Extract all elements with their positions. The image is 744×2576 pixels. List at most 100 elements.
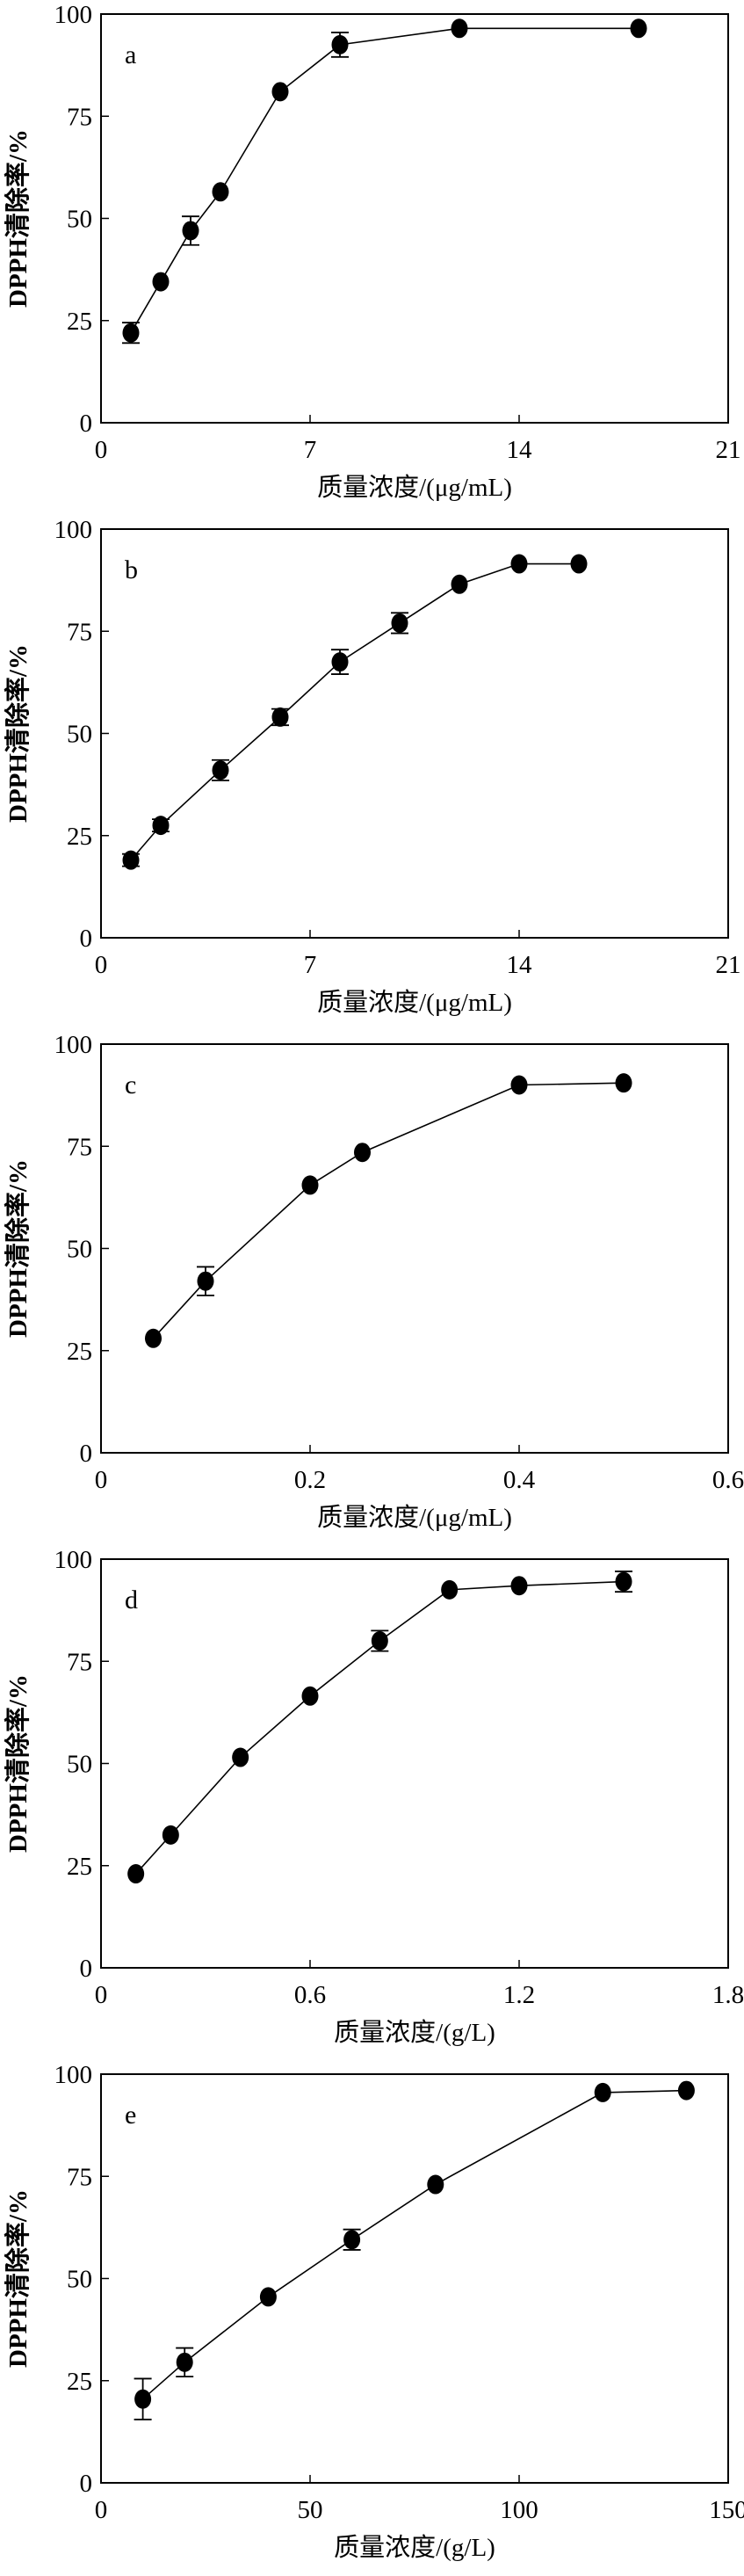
data-point	[152, 272, 170, 292]
y-tick-label: 0	[80, 2470, 93, 2498]
y-tick-label: 25	[67, 308, 92, 336]
y-tick-label: 0	[80, 1440, 93, 1468]
x-tick-label: 21	[716, 951, 741, 979]
x-tick-label: 0.6	[712, 1466, 744, 1494]
x-tick-label: 0.4	[503, 1466, 536, 1494]
plot-frame	[100, 1558, 729, 1969]
data-point	[127, 1864, 145, 1884]
data-point	[354, 1143, 371, 1163]
y-tick-label: 50	[67, 721, 92, 749]
plot-frame	[100, 2073, 729, 2484]
x-tick-label: 0.6	[294, 1981, 326, 2009]
panel-label: c	[125, 1070, 136, 1099]
data-point	[510, 1075, 528, 1095]
chart-panel-b: 0 25 50 75 100 0 7 14 21 质量浓度/(μg/mL) DPPH清除率/% b	[3, 516, 741, 1017]
data-point	[271, 707, 289, 727]
data-point	[594, 2082, 611, 2102]
data-point	[134, 2389, 152, 2409]
data-point	[176, 2352, 193, 2372]
y-tick-label: 0	[80, 1955, 93, 1983]
y-tick-label: 75	[67, 618, 92, 646]
x-tick-label: 0	[95, 951, 108, 979]
y-axis-title: DPPH清除率/%	[3, 1674, 33, 1853]
plot-frame	[100, 13, 729, 424]
x-axis-title: 质量浓度/(g/L)	[334, 2533, 495, 2562]
y-tick-label: 75	[67, 103, 92, 131]
data-point	[259, 2287, 277, 2307]
panel-label: b	[125, 555, 138, 584]
data-point	[371, 1631, 388, 1651]
y-tick-label: 25	[67, 823, 92, 851]
x-tick-label: 0	[95, 1981, 108, 2009]
series-line	[152, 1082, 625, 1339]
x-tick-label: 0	[95, 436, 108, 464]
data-point	[212, 182, 229, 202]
x-tick-label: 7	[304, 951, 317, 979]
x-tick-label: 7	[304, 436, 317, 464]
data-point	[301, 1175, 319, 1195]
data-point	[331, 34, 349, 54]
y-axis-title: DPPH清除率/%	[3, 1159, 33, 1338]
data-point	[451, 18, 468, 39]
series-line	[135, 1580, 625, 1875]
x-tick-label: 0.2	[294, 1466, 326, 1494]
chart-panel-a: 0 25 50 75 100 0 7 14 21 质量浓度/(μg/mL) DPPH清除率/% a	[3, 1, 741, 502]
x-tick-label: 14	[507, 951, 533, 979]
x-tick-label: 1.8	[712, 1981, 744, 2009]
y-tick-label: 75	[67, 2163, 92, 2191]
data-point	[510, 554, 528, 574]
y-tick-label: 100	[54, 2061, 93, 2089]
y-axis-title: DPPH清除率/%	[3, 129, 33, 308]
data-point	[510, 1576, 528, 1596]
y-tick-label: 25	[67, 1338, 92, 1366]
data-point	[630, 18, 647, 39]
data-point	[331, 652, 349, 672]
data-point	[232, 1747, 249, 1767]
series-line	[130, 562, 579, 861]
data-point	[427, 2174, 444, 2195]
panel-label: a	[125, 40, 136, 69]
data-point	[271, 82, 289, 102]
y-tick-label: 100	[54, 1, 93, 29]
data-point	[301, 1686, 319, 1706]
y-axis-title: DPPH清除率/%	[3, 644, 33, 823]
data-point	[197, 1271, 214, 1291]
y-tick-label: 50	[67, 1236, 92, 1264]
x-axis-title: 质量浓度/(μg/mL)	[317, 1503, 512, 1532]
x-tick-label: 0	[95, 2496, 108, 2524]
y-tick-label: 75	[67, 1133, 92, 1161]
data-point	[212, 760, 229, 780]
data-point	[570, 554, 588, 574]
y-tick-label: 50	[67, 1751, 92, 1779]
data-point	[162, 1825, 179, 1845]
y-tick-label: 100	[54, 1031, 93, 1059]
y-tick-label: 0	[80, 925, 93, 953]
data-point	[391, 613, 408, 633]
plot-frame	[100, 1043, 729, 1454]
y-tick-label: 0	[80, 410, 93, 438]
x-tick-label: 150	[709, 2496, 744, 2524]
y-tick-label: 75	[67, 1648, 92, 1676]
plot-frame	[100, 528, 729, 939]
data-point	[122, 850, 140, 870]
x-tick-label: 100	[500, 2496, 538, 2524]
y-tick-label: 100	[54, 1546, 93, 1574]
chart-panel-e: 0 25 50 75 100 0 50 100 150 质量浓度/(g/L) DPPH清除率/% e	[3, 2061, 744, 2562]
x-axis-title: 质量浓度/(g/L)	[334, 2018, 495, 2047]
data-point	[677, 2080, 695, 2101]
x-tick-label: 0	[95, 1466, 108, 1494]
y-tick-label: 50	[67, 2266, 92, 2294]
x-tick-label: 50	[298, 2496, 323, 2524]
data-point	[615, 1571, 632, 1592]
y-tick-label: 25	[67, 1853, 92, 1881]
x-tick-label: 14	[507, 436, 533, 464]
panel-label: e	[125, 2101, 136, 2130]
chart-panel-d: 0 25 50 75 100 0 0.6 1.2 1.8 质量浓度/(g/L) DPPH清除率/% d	[3, 1546, 744, 2047]
y-tick-label: 25	[67, 2368, 92, 2396]
x-tick-label: 1.2	[503, 1981, 535, 2009]
data-point	[441, 1579, 459, 1600]
y-tick-label: 100	[54, 516, 93, 544]
y-tick-label: 50	[67, 206, 92, 234]
x-tick-label: 21	[716, 436, 741, 464]
